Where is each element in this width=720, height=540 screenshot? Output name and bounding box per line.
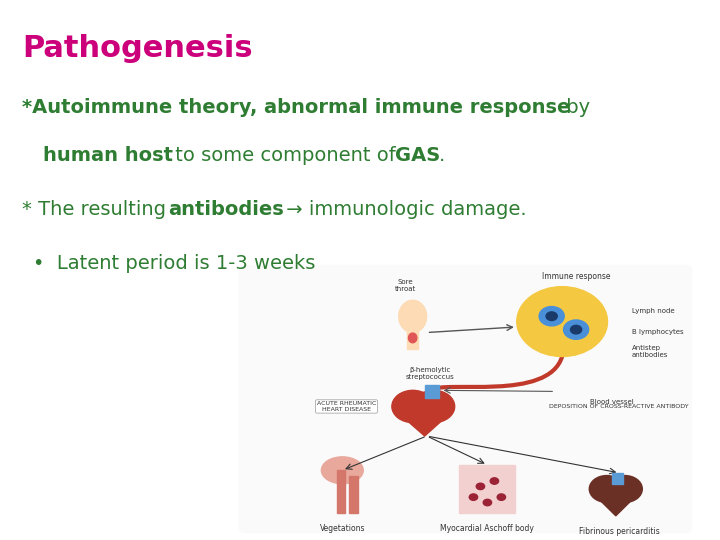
Bar: [459, 465, 516, 513]
Text: Sore
throat: Sore throat: [395, 279, 416, 292]
Text: ACUTE RHEUMATIC
HEART DISEASE: ACUTE RHEUMATIC HEART DISEASE: [317, 401, 377, 412]
Text: human host: human host: [43, 146, 174, 165]
Circle shape: [392, 390, 433, 423]
Text: β-hemolytic
streptococcus: β-hemolytic streptococcus: [406, 367, 454, 380]
Bar: [407, 327, 418, 349]
Circle shape: [483, 500, 492, 506]
Ellipse shape: [408, 333, 417, 343]
Text: Antistep
antibodies: Antistep antibodies: [632, 345, 668, 357]
Polygon shape: [394, 409, 454, 436]
Text: by: by: [560, 98, 590, 117]
Circle shape: [570, 325, 582, 334]
Text: *Autoimmune theory,: *Autoimmune theory,: [22, 98, 271, 117]
Circle shape: [490, 478, 498, 484]
Circle shape: [608, 476, 642, 502]
Circle shape: [546, 312, 557, 321]
Circle shape: [589, 476, 624, 502]
Text: Blood vessel: Blood vessel: [590, 399, 634, 405]
Circle shape: [517, 287, 608, 356]
Text: DEPOSITION OF CROSS-REACTIVE ANTIBODY: DEPOSITION OF CROSS-REACTIVE ANTIBODY: [549, 404, 688, 409]
Bar: [337, 470, 345, 513]
Circle shape: [539, 307, 564, 326]
Circle shape: [476, 483, 485, 490]
Text: GAS: GAS: [395, 146, 441, 165]
Bar: [425, 385, 438, 399]
Text: Immune response: Immune response: [542, 272, 611, 281]
Text: Lymph node: Lymph node: [632, 308, 675, 314]
Text: → immunologic damage.: → immunologic damage.: [280, 200, 527, 219]
Text: * The resulting: * The resulting: [22, 200, 173, 219]
FancyBboxPatch shape: [238, 265, 692, 533]
Text: to some component of: to some component of: [169, 146, 402, 165]
Ellipse shape: [399, 300, 427, 333]
Text: Myocardial Aschoff body: Myocardial Aschoff body: [441, 524, 534, 533]
Text: Fibrinous pericarditis: Fibrinous pericarditis: [579, 526, 660, 536]
Circle shape: [564, 320, 589, 339]
Text: B lymphocytes: B lymphocytes: [632, 329, 683, 335]
Text: •  Latent period is 1-3 weeks: • Latent period is 1-3 weeks: [33, 254, 315, 273]
Ellipse shape: [321, 457, 364, 484]
Text: Pathogenesis: Pathogenesis: [22, 33, 253, 63]
Text: Vegetations: Vegetations: [320, 524, 365, 533]
Circle shape: [469, 494, 477, 501]
Bar: [349, 476, 358, 513]
Polygon shape: [591, 491, 640, 516]
Bar: [612, 473, 624, 484]
Circle shape: [498, 494, 505, 501]
Circle shape: [413, 390, 454, 423]
Text: .: .: [439, 146, 445, 165]
Text: antibodies: antibodies: [168, 200, 284, 219]
Text: abnormal immune response: abnormal immune response: [264, 98, 570, 117]
